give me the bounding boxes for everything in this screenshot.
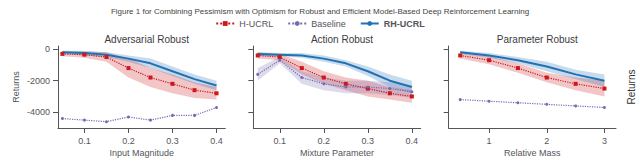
svg-text:0.4: 0.4	[406, 136, 419, 146]
svg-text:Input Magnitude: Input Magnitude	[109, 148, 174, 158]
svg-text:Returns: Returns	[626, 69, 637, 104]
svg-text:0.3: 0.3	[166, 136, 179, 146]
svg-text:Relative Mass: Relative Mass	[504, 148, 561, 158]
svg-text:0.2: 0.2	[318, 136, 331, 146]
svg-text:0.1: 0.1	[273, 136, 286, 146]
svg-text:Returns: Returns	[11, 71, 21, 103]
svg-text:2: 2	[544, 136, 549, 146]
svg-text:0: 0	[45, 44, 50, 54]
svg-text:1: 1	[487, 136, 492, 146]
svg-text:Parameter Robust: Parameter Robust	[497, 34, 578, 45]
svg-text:Adversarial Robust: Adversarial Robust	[104, 34, 189, 45]
svg-text:Mixture Parameter: Mixture Parameter	[300, 148, 374, 158]
svg-text:Baseline: Baseline	[311, 19, 346, 29]
svg-text:0.1: 0.1	[78, 136, 91, 146]
svg-text:-4000: -4000	[27, 107, 50, 117]
svg-text:-2000: -2000	[27, 76, 50, 86]
svg-text:0.3: 0.3	[362, 136, 375, 146]
svg-text:H-UCRL: H-UCRL	[239, 19, 273, 29]
svg-text:Figure 1 for Combining Pessimi: Figure 1 for Combining Pessimism with Op…	[111, 7, 529, 16]
svg-text:0.4: 0.4	[210, 136, 223, 146]
svg-text:0.2: 0.2	[122, 136, 135, 146]
svg-text:RH-UCRL: RH-UCRL	[384, 19, 425, 29]
svg-text:Action Robust: Action Robust	[311, 34, 373, 45]
svg-text:3: 3	[602, 136, 607, 146]
